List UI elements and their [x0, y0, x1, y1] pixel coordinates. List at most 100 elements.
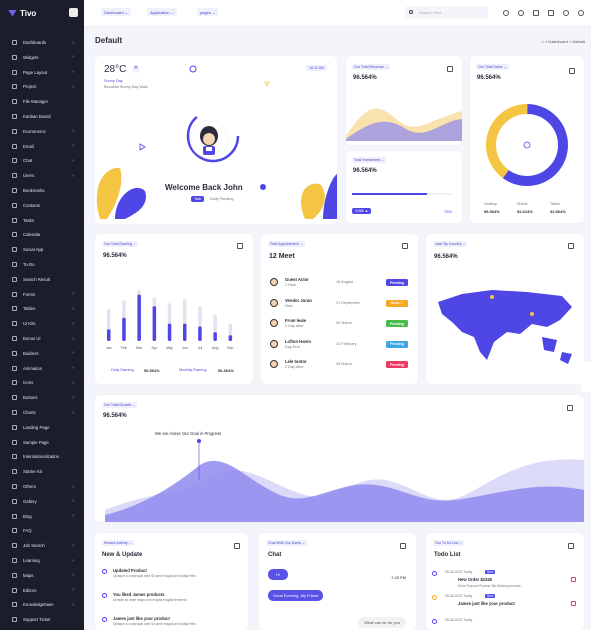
sidebar-item[interactable]: Ecommerce › [0, 126, 84, 137]
task-badge[interactable]: Task [191, 196, 205, 202]
sidebar-item[interactable]: Widgets › [0, 52, 84, 63]
globe-icon[interactable] [563, 10, 569, 16]
status-badge[interactable]: Pending [386, 279, 408, 286]
status-badge[interactable]: Pending [386, 320, 408, 327]
todo-tag[interactable]: Our To Do List ⌄ [433, 540, 464, 546]
sidebar-item[interactable]: Buttons › [0, 392, 84, 403]
sidebar-item[interactable]: Ui Kits › [0, 318, 84, 329]
user-icon[interactable] [578, 10, 584, 16]
sidebar-item[interactable]: To-Do [0, 259, 84, 270]
message-icon[interactable] [533, 10, 539, 16]
sidebar-item[interactable]: Dashboards › [0, 37, 84, 48]
sidebar-item[interactable]: Tasks [0, 215, 84, 226]
menu-icon[interactable] [569, 68, 575, 74]
sidebar-item[interactable]: Builders › [0, 348, 84, 359]
settings-tab[interactable] [581, 362, 591, 392]
moon-icon[interactable] [503, 10, 509, 16]
earning-bar[interactable] [107, 329, 111, 341]
earning-bar[interactable] [213, 332, 217, 341]
sidebar-item[interactable]: Kanban Board [0, 111, 84, 122]
sidebar-item[interactable]: Internationalization [0, 451, 84, 462]
sidebar-item[interactable]: Forms › [0, 289, 84, 300]
pill-application[interactable]: Application ⌄ [147, 8, 178, 16]
pill-dashboard[interactable]: Dashboard ⌄ [101, 8, 132, 16]
toggle-sidebar-icon[interactable] [69, 8, 78, 17]
sidebar-item[interactable]: Starter Kit [0, 466, 84, 477]
earning-bar[interactable] [137, 294, 141, 341]
menu-item-icon [12, 572, 17, 578]
sidebar-item-label: Calendar [23, 232, 41, 238]
activity-tag[interactable]: Recent Activity ⌄ [102, 540, 134, 546]
fullscreen-icon[interactable] [548, 10, 554, 16]
sidebar-item[interactable]: Editors › [0, 585, 84, 596]
earning-tag[interactable]: Our Total Earning ⌄ [102, 241, 138, 247]
sidebar-item[interactable]: Job Search › [0, 540, 84, 551]
sidebar-item[interactable]: FAQ [0, 525, 84, 536]
earning-bar[interactable] [228, 335, 233, 341]
country-tag[interactable]: User By Country ⌄ [433, 241, 468, 247]
chat-tag[interactable]: Chat With Our Users ⌄ [266, 540, 308, 546]
sidebar-item[interactable]: Email › [0, 141, 84, 152]
earning-bar[interactable] [122, 317, 126, 341]
earning-bar[interactable] [198, 326, 202, 342]
sidebar-item[interactable]: Landing Page [0, 422, 84, 433]
menu-item-icon [12, 54, 17, 60]
sidebar-item[interactable]: Knowledgebase › [0, 599, 84, 610]
status-badge[interactable]: Pending [386, 361, 408, 368]
sidebar-item[interactable]: Icons › [0, 377, 84, 388]
sidebar-item[interactable]: Calendar [0, 229, 84, 240]
earning-bar[interactable] [183, 323, 187, 341]
sales-tag[interactable]: Our Total Sales ⌄ [476, 64, 509, 70]
donut-slice[interactable] [486, 104, 568, 186]
brand-logo[interactable]: Tivo [0, 0, 84, 26]
donut-slice[interactable] [486, 104, 568, 186]
sidebar-item[interactable]: Animation › [0, 363, 84, 374]
bell-icon[interactable] [518, 10, 524, 16]
sidebar-item[interactable]: Others › [0, 481, 84, 492]
revenue-tag[interactable]: Our Total Revenue ⌄ [352, 64, 390, 70]
sidebar-item[interactable]: Bookmarks [0, 185, 84, 196]
status-badge[interactable]: Done ✓ [386, 299, 408, 307]
delete-icon[interactable] [571, 601, 576, 606]
appointment-tag[interactable]: Total Appointment ⌄ [268, 241, 305, 247]
world-map[interactable] [432, 282, 578, 372]
menu-icon[interactable] [402, 243, 408, 249]
sidebar-item[interactable]: Social App [0, 244, 84, 255]
status-badge[interactable]: Pending [386, 340, 408, 348]
sidebar-item[interactable]: Charts › [0, 407, 84, 418]
menu-icon[interactable] [447, 66, 453, 72]
sidebar-item[interactable]: Maps › [0, 570, 84, 581]
growth-tag[interactable]: Our Total Growth ⌄ [102, 402, 138, 408]
sidebar-item[interactable]: Support Ticket [0, 614, 84, 625]
menu-icon[interactable] [568, 543, 574, 549]
menu-icon[interactable] [234, 543, 240, 549]
earning-bar[interactable] [152, 306, 157, 341]
investment-tag[interactable]: Total Investment ⌄ [352, 157, 387, 163]
menu-icon[interactable] [568, 243, 574, 249]
search-input[interactable]: Search Here ... [405, 6, 488, 19]
legend-label: Tablet [550, 202, 560, 206]
delete-icon[interactable] [571, 577, 576, 582]
sidebar-item[interactable]: Contacts [0, 200, 84, 211]
menu-icon[interactable] [567, 405, 573, 411]
breadcrumb[interactable]: ⌂ » Dashboard » Default [541, 39, 585, 44]
menu-icon[interactable] [237, 243, 243, 249]
menu-icon[interactable] [400, 543, 406, 549]
sun-icon: ✳ [132, 65, 140, 73]
sidebar-item[interactable]: Project › [0, 81, 84, 92]
earning-bar[interactable] [167, 323, 172, 341]
sidebar-item[interactable]: Page Layout › [0, 67, 84, 78]
sidebar-item[interactable]: Blog › [0, 511, 84, 522]
sidebar-item[interactable]: Chat › [0, 155, 84, 166]
sidebar-item[interactable]: Bonus Ui › [0, 333, 84, 344]
sidebar-item[interactable]: Users › [0, 170, 84, 181]
sidebar-item[interactable]: Gallery › [0, 496, 84, 507]
sidebar-item[interactable]: File Manager [0, 96, 84, 107]
sidebar-item[interactable]: Sample Page [0, 437, 84, 448]
sidebar-item[interactable]: Tables › [0, 303, 84, 314]
chat-message: What can do for you [358, 617, 406, 628]
sidebar-item[interactable]: Search Result [0, 274, 84, 285]
sidebar-item[interactable]: Learning › [0, 555, 84, 566]
pill-pages[interactable]: pages ⌄ [197, 8, 219, 16]
chat-card: Chat With Our Users ⌄ Chat Hi 7:28 PM Go… [259, 533, 416, 630]
